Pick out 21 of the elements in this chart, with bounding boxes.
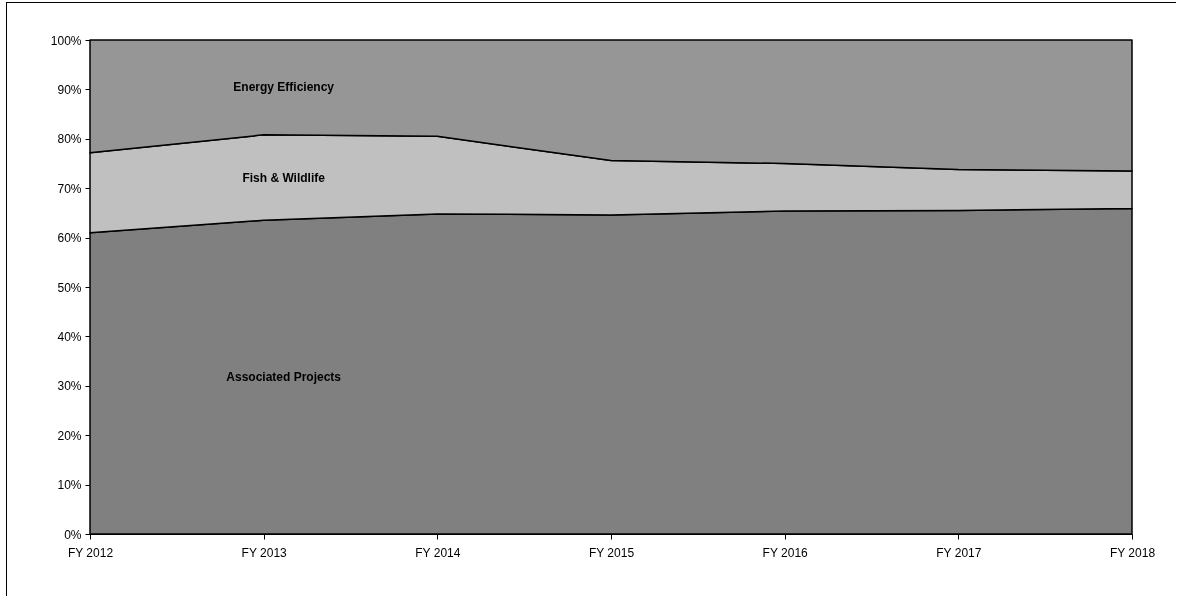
y-tick-label: 50%: [57, 280, 82, 295]
y-tick-label: 90%: [57, 82, 82, 97]
y-tick-label: 80%: [57, 132, 82, 147]
x-tick-label: FY 2018: [1109, 545, 1156, 560]
y-tick-label: 0%: [64, 527, 82, 542]
y-tick-label: 60%: [57, 231, 82, 246]
x-tick-label: FY 2015: [588, 545, 635, 560]
series-label: Fish & Wildlife: [242, 170, 326, 185]
y-tick-label: 100%: [50, 33, 82, 48]
x-tick-label: FY 2017: [936, 545, 982, 560]
y-tick-label: 30%: [57, 379, 82, 394]
x-tick-label: FY 2012: [67, 545, 114, 560]
y-tick-label: 20%: [57, 428, 82, 443]
series-label: Energy Efficiency: [233, 80, 335, 95]
series-label: Associated Projects: [226, 370, 342, 385]
y-tick-label: 10%: [57, 478, 82, 493]
y-tick-label: 70%: [57, 181, 82, 196]
y-tick-label: 40%: [57, 329, 82, 344]
x-tick-label: FY 2016: [762, 545, 809, 560]
x-tick-label: FY 2013: [241, 545, 288, 560]
x-tick-label: FY 2014: [415, 545, 461, 560]
